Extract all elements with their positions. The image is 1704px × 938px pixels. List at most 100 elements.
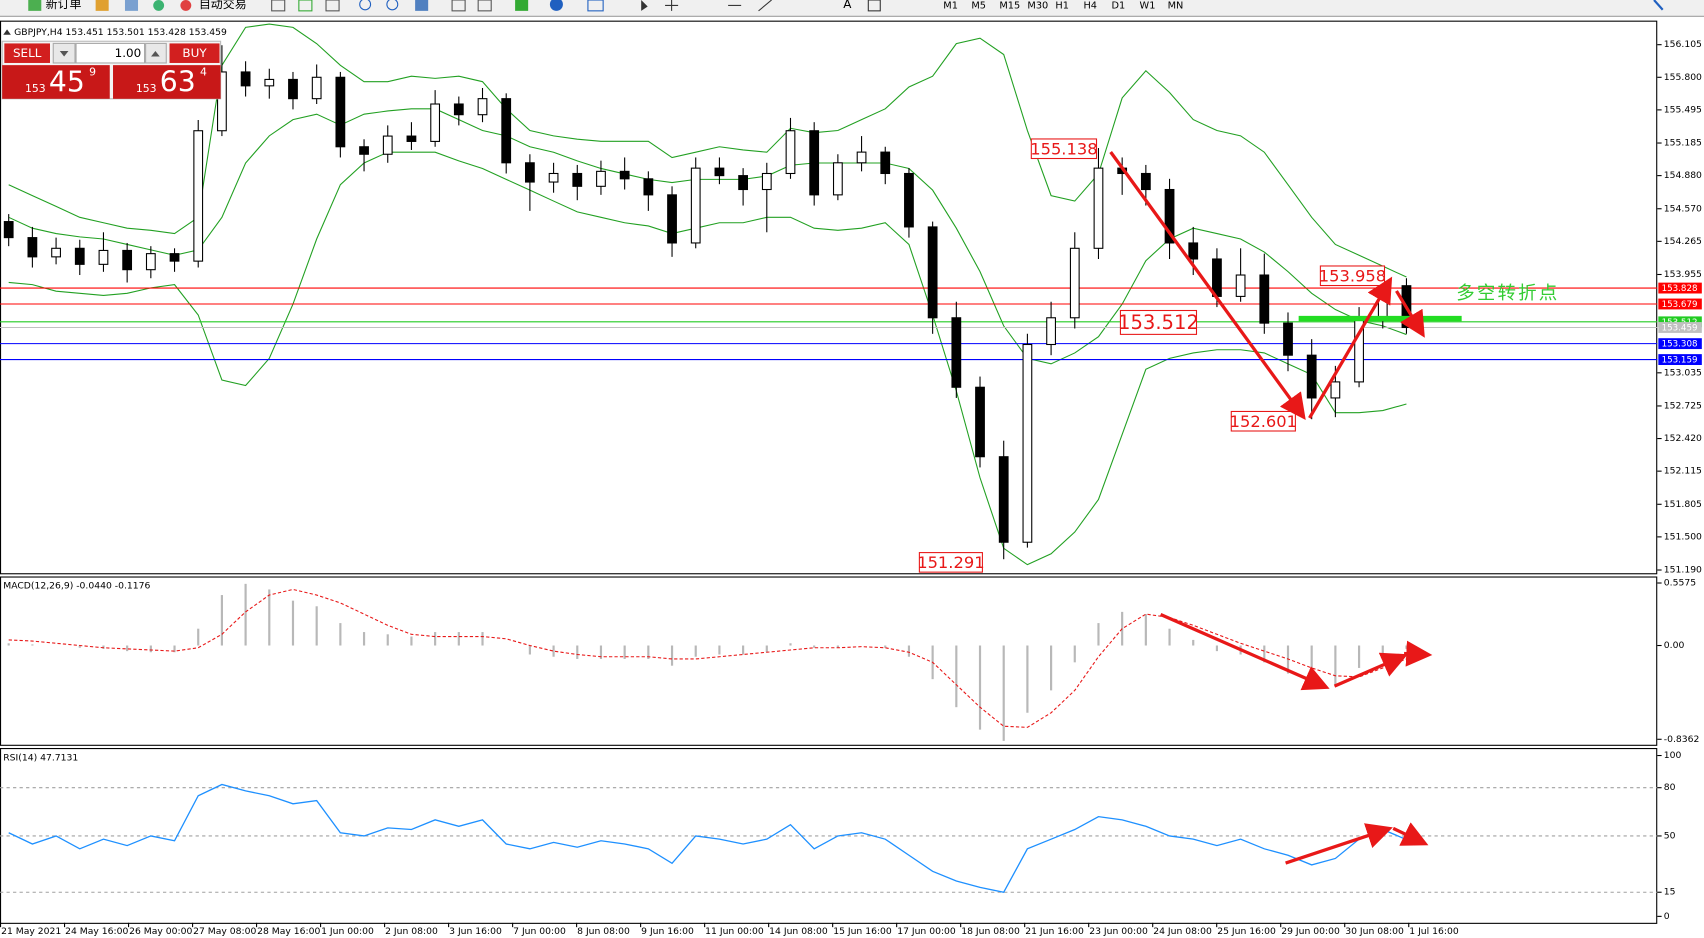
toolbar-icon[interactable] <box>325 0 340 12</box>
timeframe-button[interactable]: M1 <box>943 0 958 11</box>
buy-price-big: 153 <box>136 82 157 95</box>
y-tick-label: 15 <box>1664 887 1676 898</box>
candle-body <box>501 98 512 164</box>
toolbar-icon[interactable] <box>415 0 429 11</box>
candle-body <box>880 151 891 175</box>
sell-price-box[interactable] <box>2 65 110 99</box>
toolbar: 新订单 自动交易 A M1 M5 M15 M30 H1 H4 D1 W1 MN <box>0 0 1704 17</box>
candle-body <box>1046 317 1056 346</box>
y-tick-label: 152.115 <box>1664 466 1702 477</box>
cursor-icon[interactable] <box>641 0 648 11</box>
sell-price-big: 153 <box>25 82 46 95</box>
time-label: 15 Jun 16:00 <box>833 926 892 937</box>
zoom-in-icon[interactable] <box>359 0 372 11</box>
price-tag <box>1658 354 1702 365</box>
panel-title: RSI(14) 47.7131 <box>3 752 78 763</box>
y-tick-label: 154.265 <box>1664 236 1702 247</box>
price-tag <box>1658 338 1702 350</box>
text-tool[interactable]: A <box>843 0 852 11</box>
arrow <box>1395 290 1425 338</box>
macd-panel-frame <box>0 576 1658 746</box>
toolbar-icon[interactable] <box>477 0 492 12</box>
candle-body <box>714 167 725 177</box>
timeframe-button[interactable]: M15 <box>999 0 1020 11</box>
candle-body <box>1306 354 1317 399</box>
timeframe-button[interactable]: H4 <box>1083 0 1097 11</box>
candle-body <box>240 71 251 87</box>
timeframe-button[interactable]: W1 <box>1140 0 1156 11</box>
lot-value[interactable]: 1.00 <box>115 46 142 60</box>
buy-price-sup: 4 <box>200 66 207 79</box>
candle-body <box>1140 172 1151 191</box>
price-tag <box>1658 316 1702 328</box>
candle-body <box>761 172 772 191</box>
new-order-button[interactable]: 新订单 <box>46 0 82 11</box>
zoom-out-icon[interactable] <box>386 0 399 11</box>
arrow <box>1159 612 1330 691</box>
candle-body <box>382 135 393 155</box>
y-tick-label: 0.00 <box>1664 640 1685 651</box>
timeframe-button[interactable]: M30 <box>1027 0 1048 11</box>
price-annotation-box <box>918 552 983 573</box>
timeframe-button[interactable]: H1 <box>1055 0 1069 11</box>
time-label: 23 Jun 00:00 <box>1089 926 1148 937</box>
candle-body <box>785 130 796 175</box>
price-tag <box>1658 298 1702 310</box>
sell-button[interactable] <box>4 43 50 63</box>
y-tick-label: 151.805 <box>1664 499 1702 510</box>
toolbar-icon[interactable] <box>451 0 466 12</box>
candle-body <box>572 172 583 187</box>
indicators-icon[interactable] <box>515 0 529 11</box>
buy-button[interactable] <box>169 43 220 63</box>
candle-body <box>359 146 369 155</box>
bollinger-upper <box>8 23 1407 278</box>
timeframe-button[interactable]: M5 <box>971 0 986 11</box>
candle-body <box>548 172 559 183</box>
price-annotation: 155.138 <box>1030 139 1097 158</box>
templates-icon[interactable] <box>587 0 604 12</box>
lot-input[interactable] <box>75 42 146 64</box>
buy-label[interactable]: BUY <box>182 46 207 60</box>
sell-label[interactable]: SELL <box>13 46 42 60</box>
toolbar-icon[interactable] <box>95 0 109 11</box>
candle-body <box>596 170 606 187</box>
candle-body <box>738 175 748 191</box>
trendline-icon[interactable] <box>758 0 772 12</box>
toolbar-icon[interactable] <box>298 0 313 12</box>
y-tick-label: 152.420 <box>1664 433 1702 444</box>
buy-price-box[interactable] <box>113 65 221 99</box>
search-icon[interactable] <box>1653 0 1664 11</box>
timeframe-button[interactable]: MN <box>1168 0 1184 11</box>
candle-body <box>1212 258 1222 297</box>
price-annotation-box <box>1030 138 1098 160</box>
trade-panel: SELL 1.00 BUY 153 45 9 153 63 4 <box>1 40 222 100</box>
candle-body <box>1022 343 1033 543</box>
arrow <box>1333 652 1408 688</box>
auto-trading-icon[interactable] <box>180 0 192 11</box>
y-tick-label: 0.5575 <box>1664 578 1696 589</box>
toolbar-icon[interactable] <box>271 0 286 12</box>
y-tick-label: 0 <box>1664 911 1670 922</box>
price-annotation: 151.291 <box>917 553 984 572</box>
toolbar-icon[interactable] <box>124 0 139 11</box>
label-tool[interactable] <box>867 0 881 12</box>
candle-body <box>193 130 204 262</box>
candle-body <box>951 317 962 388</box>
crosshair-icon[interactable] <box>665 0 679 11</box>
time-label: 9 Jun 16:00 <box>641 926 694 937</box>
candle-body <box>1259 274 1270 324</box>
auto-trading-button[interactable]: 自动交易 <box>199 0 247 11</box>
rsi-line <box>8 783 1407 893</box>
sell-price-sup: 9 <box>89 66 96 79</box>
toolbar-icon[interactable] <box>153 0 165 11</box>
candle-body <box>1283 322 1293 356</box>
time-label: 17 Jun 00:00 <box>897 926 956 937</box>
analysis-arrows <box>1109 151 1433 865</box>
new-order-icon[interactable] <box>28 0 42 11</box>
y-tick-label: 50 <box>1664 830 1676 841</box>
arrow <box>1285 823 1393 865</box>
timeframe-button[interactable]: D1 <box>1112 0 1126 11</box>
time-label: 21 May 2021 <box>1 926 61 937</box>
periods-icon[interactable] <box>549 0 563 11</box>
